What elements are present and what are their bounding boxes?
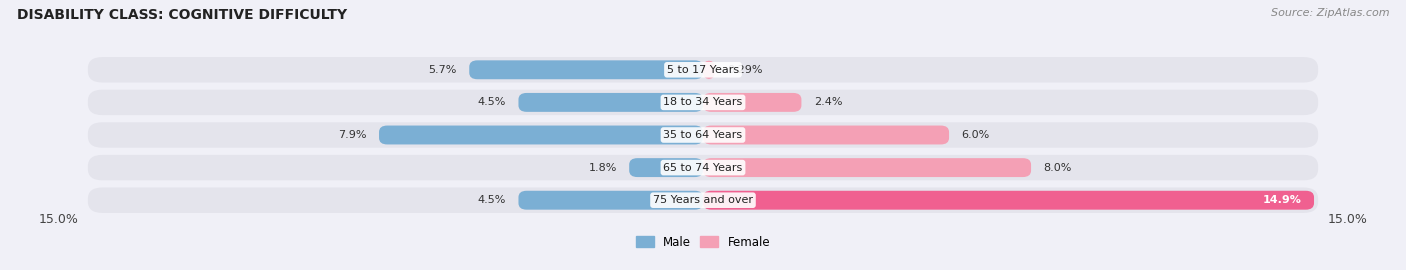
Text: 0.29%: 0.29% [727,65,762,75]
Text: 15.0%: 15.0% [38,213,79,226]
Text: 8.0%: 8.0% [1043,163,1071,173]
Text: 6.0%: 6.0% [962,130,990,140]
Text: 75 Years and over: 75 Years and over [652,195,754,205]
Text: 35 to 64 Years: 35 to 64 Years [664,130,742,140]
Text: 4.5%: 4.5% [478,97,506,107]
FancyBboxPatch shape [703,93,801,112]
Text: Source: ZipAtlas.com: Source: ZipAtlas.com [1271,8,1389,18]
FancyBboxPatch shape [630,158,703,177]
Text: 7.9%: 7.9% [339,130,367,140]
FancyBboxPatch shape [703,126,949,144]
FancyBboxPatch shape [87,187,1319,213]
FancyBboxPatch shape [87,90,1319,115]
Legend: Male, Female: Male, Female [631,231,775,254]
Text: 4.5%: 4.5% [478,195,506,205]
FancyBboxPatch shape [519,191,703,210]
Text: 14.9%: 14.9% [1263,195,1302,205]
Text: 18 to 34 Years: 18 to 34 Years [664,97,742,107]
Text: 5 to 17 Years: 5 to 17 Years [666,65,740,75]
FancyBboxPatch shape [87,155,1319,180]
Text: 2.4%: 2.4% [814,97,842,107]
FancyBboxPatch shape [87,57,1319,83]
Text: 15.0%: 15.0% [1327,213,1367,226]
FancyBboxPatch shape [470,60,703,79]
Text: 1.8%: 1.8% [589,163,617,173]
Text: 5.7%: 5.7% [429,65,457,75]
FancyBboxPatch shape [519,93,703,112]
FancyBboxPatch shape [703,158,1031,177]
Text: DISABILITY CLASS: COGNITIVE DIFFICULTY: DISABILITY CLASS: COGNITIVE DIFFICULTY [17,8,347,22]
FancyBboxPatch shape [380,126,703,144]
Text: 65 to 74 Years: 65 to 74 Years [664,163,742,173]
FancyBboxPatch shape [87,122,1319,148]
FancyBboxPatch shape [703,191,1315,210]
FancyBboxPatch shape [703,60,714,79]
